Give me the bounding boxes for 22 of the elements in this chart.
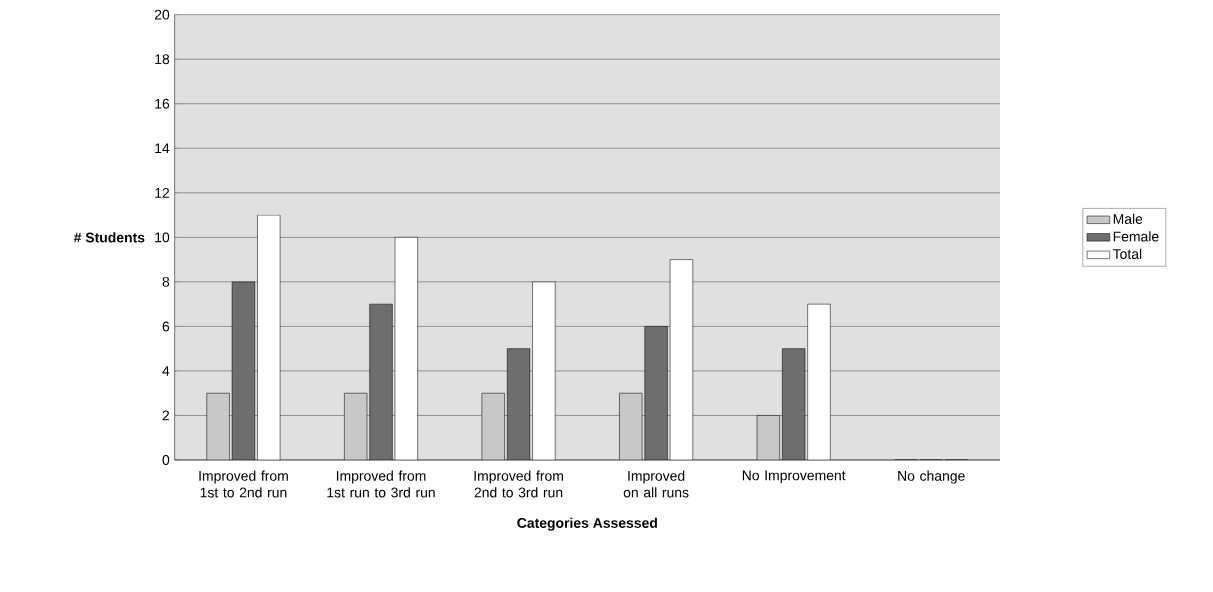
legend-label: Total (1112, 248, 1142, 259)
x-tick-label: No change (898, 470, 965, 484)
y-tick-label: 4 (162, 366, 170, 376)
y-tick-label: 12 (155, 187, 170, 198)
y-tick-label: 10 (155, 232, 170, 243)
y-tick-label: 14 (155, 143, 170, 154)
x-tick-label: Improved from 1st run to 3rd run (327, 470, 435, 498)
legend-label: Male (1113, 213, 1143, 224)
x-tick-label: Improved on all runs (623, 470, 689, 498)
y-tick-label: 8 (162, 276, 170, 287)
legend-label: Female (1113, 231, 1159, 242)
y-tick-label: 16 (155, 98, 170, 109)
x-tick-label: No Improvement (742, 470, 846, 484)
x-tick-label: Improved from 2nd to 3rd run (474, 470, 563, 498)
y-tick-label: 0 (162, 455, 170, 465)
x-tick-label: Improved from 1st to 2nd run (199, 470, 288, 498)
y-tick-label: 20 (154, 9, 170, 20)
y-tick-label: 2 (162, 410, 170, 421)
x-axis-title: Categories Assessed (517, 517, 657, 531)
y-tick-label: 18 (155, 54, 170, 65)
y-tick-label: 6 (162, 321, 170, 332)
y-axis-title: # Students (73, 232, 145, 243)
